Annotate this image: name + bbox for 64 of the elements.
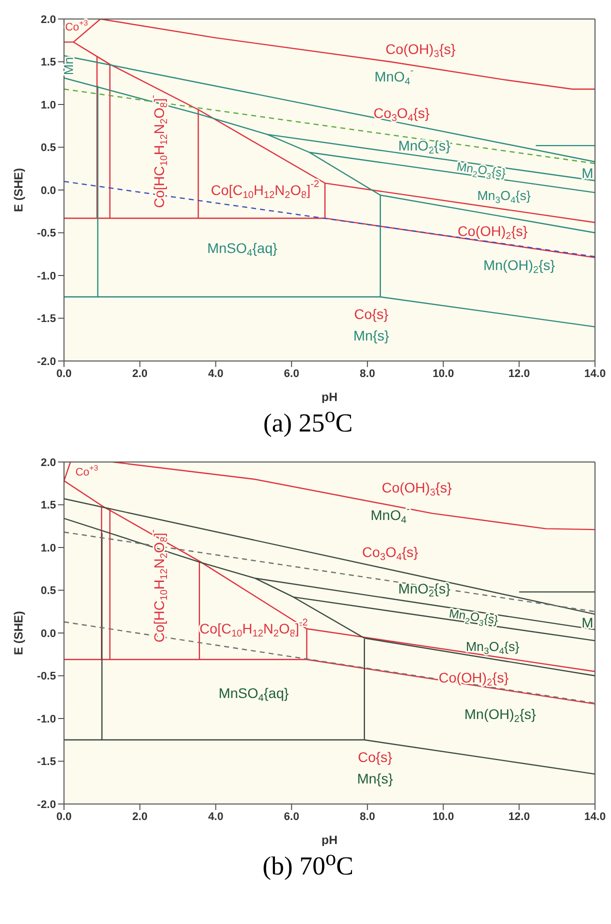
annotation: Mn$_{2}$O$_{3}${s} <box>456 160 507 182</box>
y-tick-label: -0.5 <box>37 228 56 240</box>
x-tick-label: 6.0 <box>284 810 300 823</box>
x-tick-label: 12.0 <box>508 368 530 380</box>
annotation: MnSO$_{4}${aq} <box>207 240 278 260</box>
annotation: Co$^{+3}$ <box>65 18 88 34</box>
annotation: MnO$_{2}${s} <box>398 138 451 157</box>
y-tick-label: 0.0 <box>40 184 56 197</box>
y-tick-label: 1.5 <box>40 56 56 69</box>
text: (a) 25$^{o}$C <box>262 403 354 440</box>
annotation: Co{s} <box>358 748 392 765</box>
annotation: Co{s} <box>354 306 389 322</box>
annotation: Mn <box>60 56 76 76</box>
x-tick-label: 0.0 <box>56 810 72 823</box>
y-tick-label: 2.0 <box>40 14 56 26</box>
x-tick-label: 8.0 <box>360 368 376 380</box>
x-tick-label: 0.0 <box>56 368 72 380</box>
annotation: Co$_{3}$O$_{4}${s} <box>362 544 419 563</box>
x-tick-label: 10.0 <box>432 368 454 380</box>
y-tick-label: -1.5 <box>37 313 56 326</box>
x-tick-label: 12.0 <box>508 810 530 823</box>
annotation: Mn{s} <box>357 770 394 786</box>
y-tick-label: 1.0 <box>40 99 56 112</box>
annotation: Mn$_{3}$O$_{4}${s} <box>466 638 520 656</box>
annotation: MnSO$_{4}${aq} <box>218 684 289 704</box>
y-tick-label: 0.5 <box>40 142 56 154</box>
annotation: Mn(OH)$_{2}${s} <box>464 706 536 726</box>
x-tick-label: 4.0 <box>208 368 224 380</box>
y-tick-label: 1.5 <box>40 500 56 512</box>
y-tick-label: -1.0 <box>37 270 56 282</box>
annotation: Co(OH)$_{2}${s} <box>438 669 509 688</box>
y-tick-label: 2.0 <box>40 456 56 469</box>
x-tick-label: 6.0 <box>284 368 300 380</box>
x-tick-label: 8.0 <box>360 810 376 823</box>
x-tick-label: 4.0 <box>208 810 224 823</box>
y-axis-title: E (SHE) <box>11 168 26 212</box>
y-tick-label: -1.5 <box>37 756 56 768</box>
annotation: MnO$_{2}${s} <box>398 580 451 600</box>
annotation: Co(OH)$_{3}${s} <box>386 40 456 60</box>
text: Co[C$_{10}$H$_{12}$N$_{2}$O$_{8}$]$^{-2}$ <box>199 618 308 640</box>
y-tick-label: -1.0 <box>37 713 56 726</box>
annotation: Mn$_{3}$O$_{4}${s} <box>477 188 532 206</box>
y-tick-label: 0.5 <box>40 585 56 598</box>
x-tick-label: 2.0 <box>132 810 148 823</box>
annotation: M <box>582 614 594 631</box>
y-tick-label: -2.0 <box>37 356 56 368</box>
annotation: Mn{s} <box>353 327 390 344</box>
x-tick-label: 14.0 <box>584 810 606 823</box>
y-tick-label: 0.0 <box>40 628 56 640</box>
y-tick-label: 1.0 <box>40 542 56 554</box>
annotation: M <box>582 164 594 181</box>
x-tick-label: 2.0 <box>132 368 148 380</box>
annotation: Mn(OH)$_{2}${s} <box>483 257 556 276</box>
y-axis-title: E (SHE) <box>11 610 26 656</box>
text: Co[C$_{10}$H$_{12}$N$_{2}$O$_{8}$]$^{-2}$ <box>210 179 320 201</box>
annotation: Co(OH)$_{2}${s} <box>458 223 528 242</box>
annotation: Mn$_{2}$O$_{3}${s} <box>448 606 500 628</box>
y-tick-label: -0.5 <box>37 670 56 683</box>
annotation: Co(OH)$_{3}${s} <box>382 480 452 499</box>
y-tick-label: -2.0 <box>37 798 56 811</box>
annotation: Co$^{+3}$ <box>75 463 98 478</box>
x-tick-label: 14.0 <box>584 368 606 380</box>
x-tick-label: 10.0 <box>432 810 454 823</box>
text: (b) 70$^{o}$C <box>262 846 354 883</box>
